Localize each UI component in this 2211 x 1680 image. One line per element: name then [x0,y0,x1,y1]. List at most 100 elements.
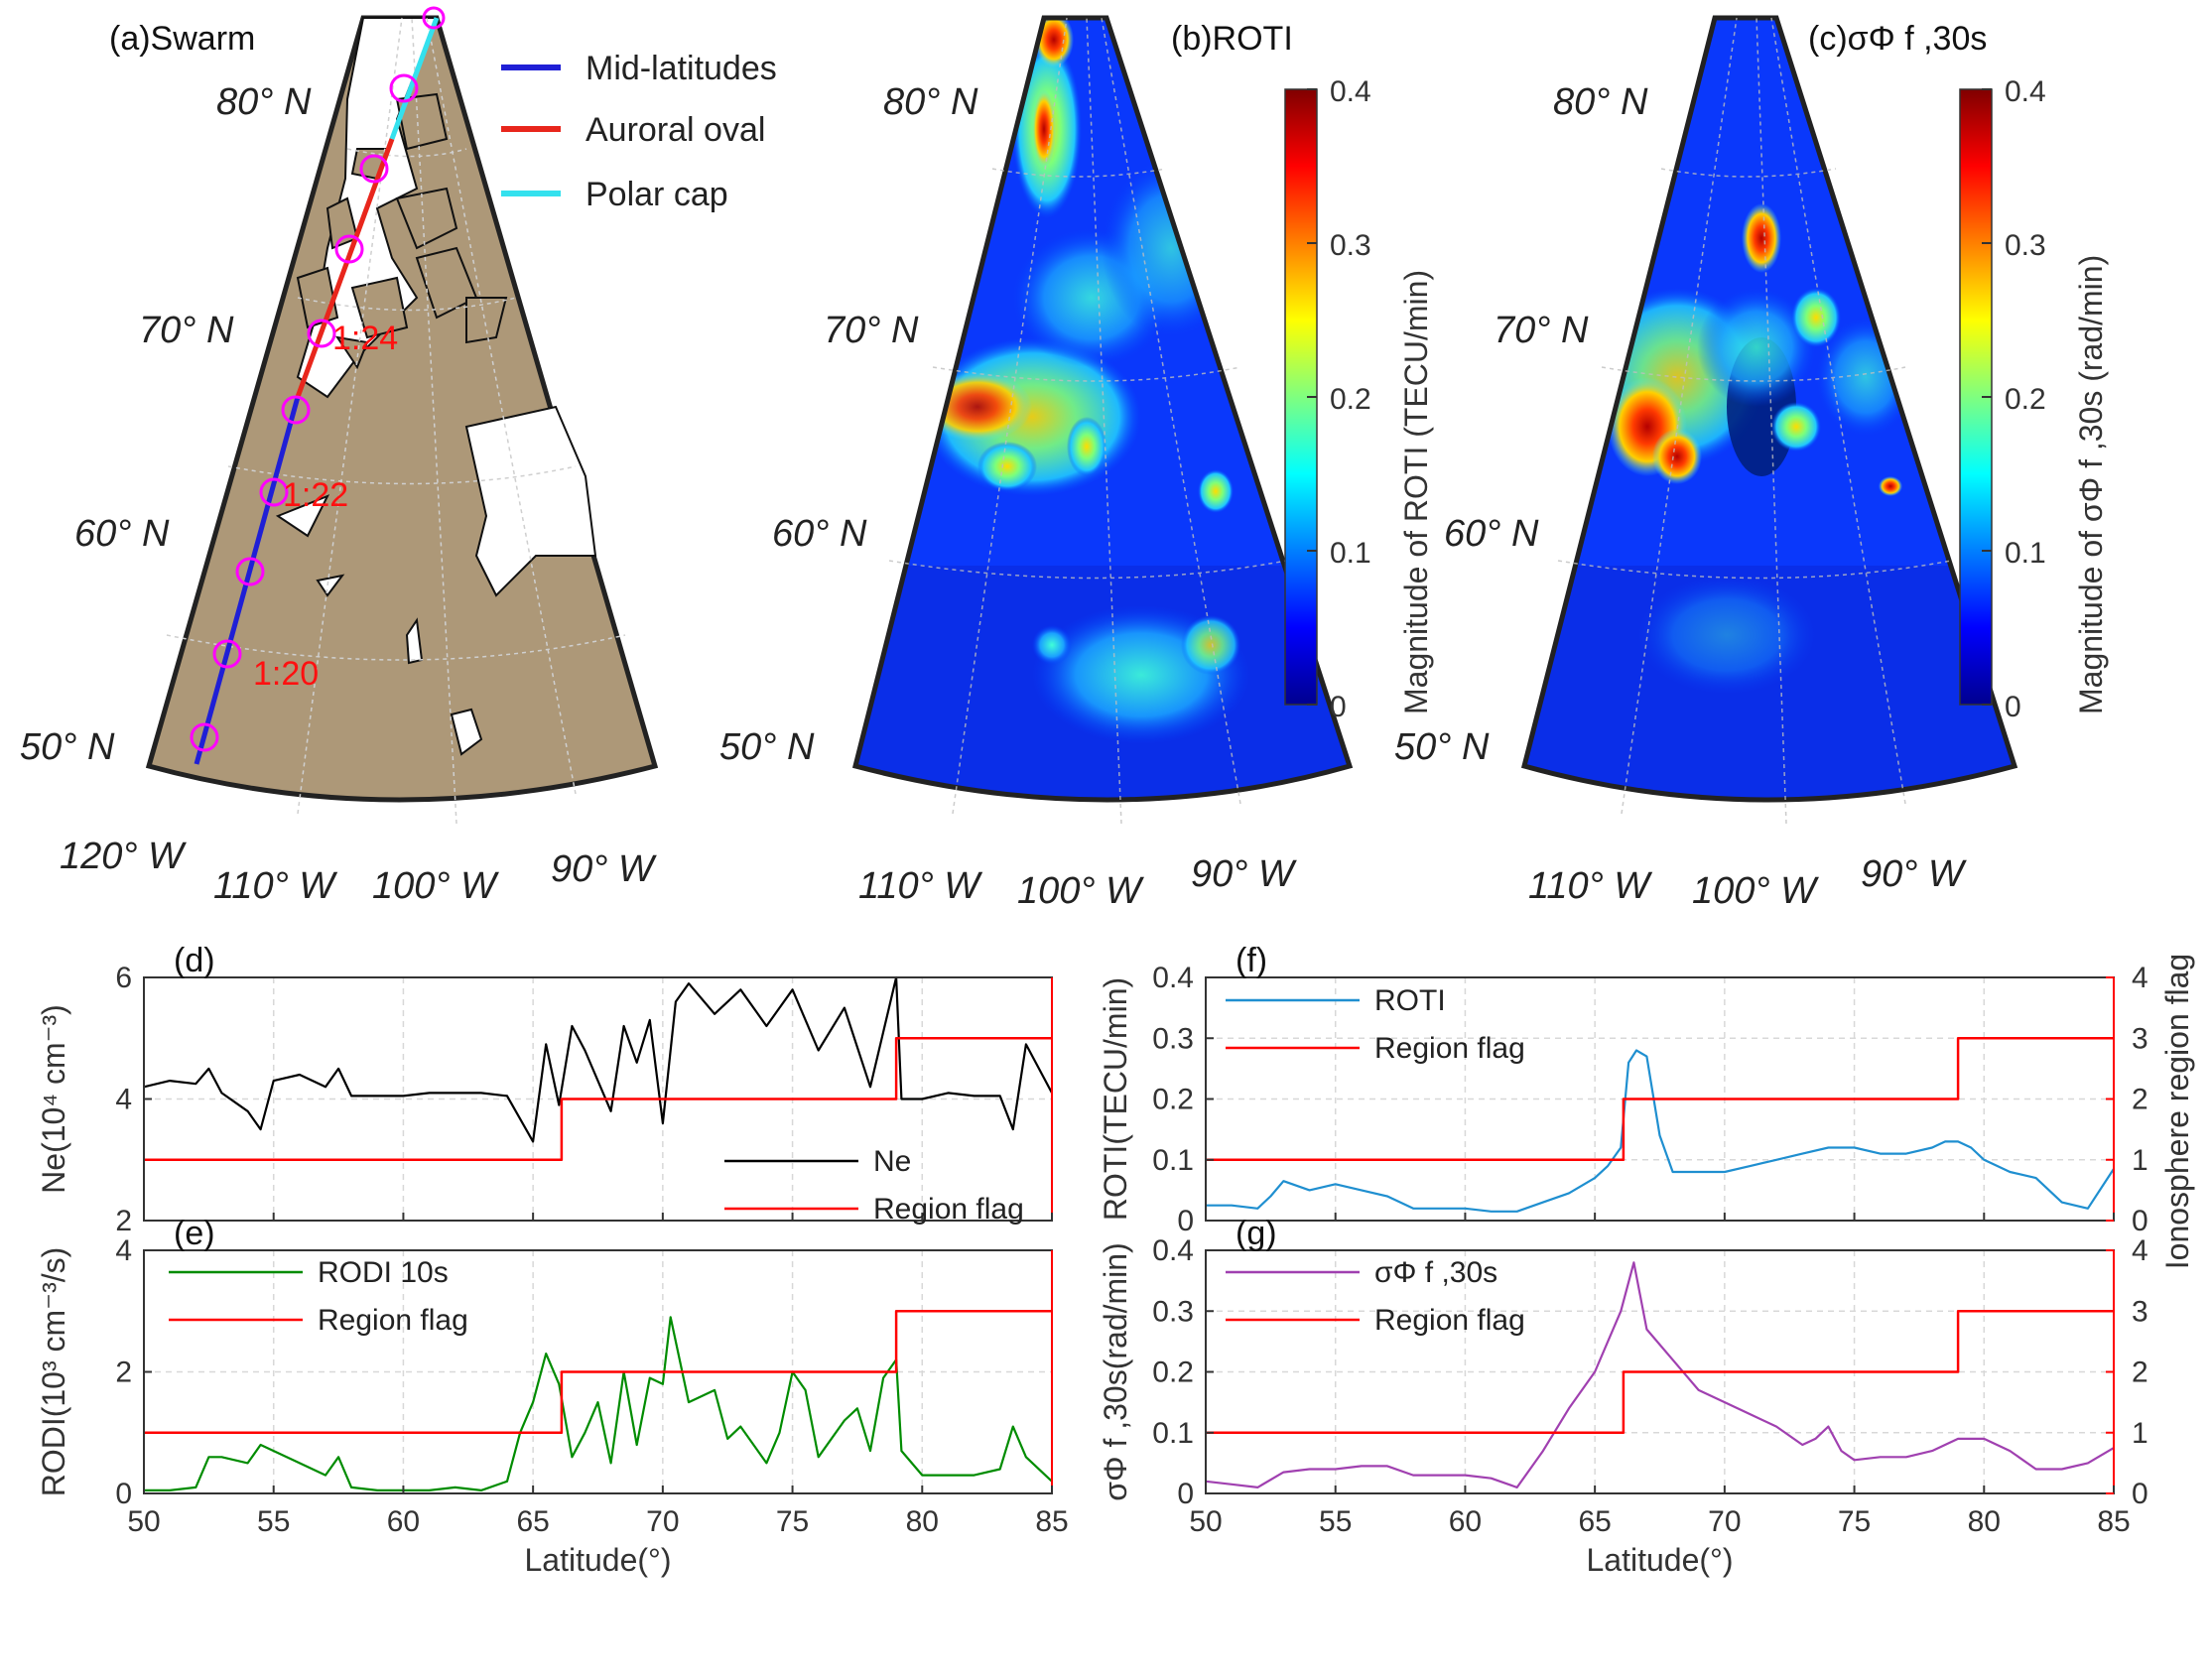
x-tick-label: 75 [1838,1505,1871,1538]
cb-c-tick-01: 0.1 [2005,537,2046,570]
y-tick-label: 0.2 [1152,1084,1194,1116]
series-data-line [1206,1049,2115,1213]
map-b-lon-110: 110° W [858,865,982,907]
track-markers [190,6,446,752]
map-a-lake [275,494,330,538]
y2-tick-label: 1 [2132,1417,2148,1450]
colorbar-c: 0.4 0.3 0.2 0.1 0 Magnitude of σΦ f ,30s… [1959,75,2109,723]
y2-tick-label: 3 [2132,1022,2148,1055]
series-region-flag-line [144,1037,1052,1162]
legend-label: RODI 10s [318,1256,449,1289]
cb-c-tick-0: 0 [2005,691,2021,723]
map-a-lon-100: 100° W [372,865,499,907]
y-axis-title: RODI(10³ cm⁻³/s) [36,1247,71,1497]
cb-b-tick-0: 0 [1330,691,1347,723]
y-tick-label: 0 [1177,1205,1194,1237]
map-a-lake [450,708,483,756]
x-tick-label: 60 [387,1505,420,1538]
x-tick-label: 80 [1968,1505,2001,1538]
series-region-flag-line [1206,1310,2114,1435]
panel-label: (g) [1236,1215,1277,1252]
cb-b-tick-02: 0.2 [1330,383,1371,416]
cb-b-tick-03: 0.3 [1330,229,1371,262]
map-b-lon-90: 90° W [1191,853,1297,895]
y2-tick-label: 0 [2132,1205,2148,1237]
x-tick-label: 50 [1189,1505,1222,1538]
y-tick-label: 0.3 [1152,1022,1194,1055]
x-tick-label: 70 [1708,1505,1741,1538]
panel-a-title: (a)Swarm [109,20,255,58]
map-a-lat-60: 60° N [74,513,170,555]
map-a-bay [464,405,597,597]
x-tick-label: 55 [1319,1505,1352,1538]
chart-d: 2 4 6 (d) Ne(10⁴ cm⁻³) Ne Region flag [36,942,1053,1237]
legend-auroral-oval: Auroral oval [585,111,765,149]
y-tick-label: 2 [115,1205,132,1237]
map-c-lat-50: 50° N [1394,726,1490,768]
y-tick-label: 2 [115,1357,132,1389]
chart-e: 50 55 60 65 70 75 80 85 0 2 4 (e) RODI(10³ cm⁻³/s) RO… [36,1215,1069,1538]
y-axis-title: Ne(10⁴ cm⁻³) [36,1004,71,1194]
map-panel-c: (c)σΦ f ,30s 80° N 70° N 60° N 50° N 110… [1394,15,2109,912]
map-panel-a: 1:24 1:22 1:20 (a)Swarm Mid-latitudes Au… [20,6,777,907]
map-a-lon-110: 110° W [213,865,337,907]
x-tick-label: 65 [516,1505,549,1538]
x-tick-label: 80 [906,1505,939,1538]
cb-c-tick-03: 0.3 [2005,229,2046,262]
legend-label: Region flag [318,1304,468,1337]
panel-label: (f) [1236,942,1267,979]
y2-tick-label: 0 [2132,1478,2148,1510]
map-c-lat-80: 80° N [1553,81,1648,123]
series-data-line [1205,1261,2115,1489]
map-b-lon-100: 100° W [1017,870,1144,912]
map-panel-b: (b)ROTI 80° N 70° N 60° N 50° N 110° W 1… [719,15,1434,912]
x-tick-label: 65 [1578,1505,1611,1538]
y-tick-label: 6 [115,962,132,994]
y-axis-title: ROTI(TECU/min) [1098,977,1133,1221]
x-axis-title: Latitude(°) [1587,1542,1734,1578]
legend-label: Region flag [873,1193,1024,1226]
cb-c-tick-02: 0.2 [2005,383,2046,416]
y2-tick-label: 2 [2132,1357,2148,1389]
time-label-0122: 1:22 [283,476,348,514]
time-label-0124: 1:24 [332,320,398,357]
map-a-lat-50: 50° N [20,726,115,768]
x-tick-label: 60 [1449,1505,1482,1538]
y-tick-label: 0 [115,1478,132,1510]
map-b-lat-70: 70° N [824,310,919,351]
y2-tick-label: 4 [2132,962,2148,994]
y2-axis-title: Ionosphere region flag [2159,954,2195,1269]
chart-g: 50 55 60 65 70 75 80 8500.10.20.30.401234(g)σΦ … [1098,954,2195,1578]
map-a-lon-90: 90° W [551,848,657,890]
map-a-lon-120: 120° W [60,836,187,877]
x-tick-label: 55 [257,1505,290,1538]
map-b-lat-80: 80° N [883,81,978,123]
x-tick-label: 50 [127,1505,160,1538]
y-tick-label: 0.4 [1152,962,1194,994]
y-tick-label: 0 [1177,1478,1194,1510]
map-b-lat-60: 60° N [772,513,867,555]
map-a-lat-70: 70° N [139,310,234,351]
legend-mid-latitudes: Mid-latitudes [585,50,777,87]
y-tick-label: 0.4 [1152,1234,1194,1267]
y-tick-label: 0.1 [1152,1144,1194,1177]
map-c-lon-90: 90° W [1861,853,1967,895]
x-tick-label: 75 [776,1505,809,1538]
cb-c-label: Magnitude of σΦ f ,30s (rad/min) [2073,255,2109,714]
y-axis-title: σΦ f ,30s(rad/min) [1098,1242,1133,1500]
y2-tick-label: 3 [2132,1295,2148,1328]
cb-b-tick-01: 0.1 [1330,537,1371,570]
series-data-line [144,1316,1053,1492]
series-region-flag-line [144,1310,1052,1435]
y2-tick-label: 1 [2132,1144,2148,1177]
legend-label: ROTI [1374,984,1446,1017]
x-axis-title-left: Latitude(°) [525,1542,672,1578]
map-c-grid [1557,17,1952,825]
cb-b-tick-04: 0.4 [1330,75,1371,108]
y2-tick-label: 2 [2132,1084,2148,1116]
y-tick-label: 4 [115,1084,132,1116]
time-label-0120: 1:20 [253,655,319,693]
y2-tick-label: 4 [2132,1234,2148,1267]
